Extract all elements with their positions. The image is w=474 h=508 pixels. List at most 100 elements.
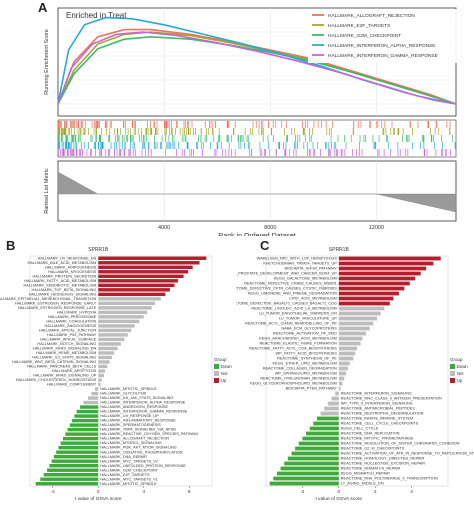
bar <box>338 331 367 336</box>
bar <box>88 396 99 400</box>
bar <box>338 371 347 376</box>
bar-label: REACTOME_DEFECTIVE_CRAB2_CAUSES_MSBD1 <box>244 282 337 286</box>
bar-label: HALLMARK_P53_PATHWAY <box>47 333 97 337</box>
legend-label-1: HALLMARK_E2F_TARGETS <box>328 23 390 29</box>
bar-label: WP_FATTY_ACID_BIOSYNTHESIS <box>276 352 338 356</box>
gsea-legend: HALLMARK_ALLOGRAFT_REJECTION HALLMARK_E2F… <box>308 9 460 63</box>
bar-label: BIOCARTA_IGF1R_PATHWAY <box>285 267 338 271</box>
bar-label: HALLMARK_CHOLESTEROL_HOMEOSTASIS <box>16 378 97 382</box>
bar-label: HALLMARK_KRAS_SIGNALING_UP <box>33 374 97 378</box>
legend-swatch <box>214 378 219 383</box>
bar-label: KEGG_LIMONENE_AND_PINENE_DEGRADATION <box>248 292 337 296</box>
bar-label: HALLMARK_UNFOLDED_PROTEIN_RESPONSE <box>100 464 186 468</box>
bar-label: HALLMARK_APICAL_JUNCTION <box>39 328 97 332</box>
bar <box>98 355 112 360</box>
hit-row-4 <box>57 149 451 156</box>
legend-label-4: HALLMARK_INTERFERON_GAMMA_RESPONSE <box>328 53 438 59</box>
bar <box>98 270 189 274</box>
bar <box>98 265 193 269</box>
bar <box>338 261 434 266</box>
bar-label: HALLMARK_ESTROGEN_RESPONSE_EARLY <box>15 301 97 305</box>
bar-label: HALLMARK_ANDROGEN_RESPONSE <box>100 405 168 409</box>
legend-label-0: HALLMARK_ALLOGRAFT_REJECTION <box>328 13 415 19</box>
bar <box>338 346 357 351</box>
bar-label: REACTOME_ANTIMICROBIAL_PEPTIDES <box>341 407 415 411</box>
bar-frame <box>265 255 449 487</box>
bar <box>338 271 421 276</box>
bar <box>309 426 339 431</box>
gsea-title: Enriched in Treat <box>66 11 127 20</box>
right-bar-chart-plot: SPRR1B WAKELSEN_NPC_WITH_LOF_HEMIZYGOUSKH… <box>236 247 474 502</box>
bar <box>67 427 99 432</box>
bar <box>280 466 339 471</box>
panel-label-c: C <box>260 238 270 253</box>
bar <box>338 321 374 326</box>
bar-label: REACTOME_NUCLEOTIDE_EXCISION_REPAIR <box>341 462 426 466</box>
bar <box>338 341 361 346</box>
x-tick-label: 4 <box>142 489 145 494</box>
bar-label: HALLMARK_APOPTOSIS <box>52 369 97 373</box>
bar <box>98 279 178 283</box>
bar <box>338 281 410 286</box>
bar-label: HALLMARK_G2M_CHECKPOINT <box>100 468 158 472</box>
legend-title: Group <box>450 357 463 362</box>
bar-label: HALLMARK_KRAS_SIGNALING_DN <box>33 347 97 351</box>
hit-row-1 <box>57 128 451 135</box>
bar <box>80 405 99 409</box>
bar <box>98 360 110 364</box>
bar <box>74 414 99 418</box>
bar-frame <box>29 255 213 487</box>
bar <box>98 297 161 301</box>
bar <box>338 326 370 331</box>
bar-label: HALLMARK_UV_RESPONSE_UP <box>100 414 159 418</box>
bar <box>72 418 99 423</box>
legend-label: Up <box>457 378 463 383</box>
gsea-plot: Enriched in Treat Running Enrichment Scor… <box>44 7 460 236</box>
bar <box>98 337 125 342</box>
bar <box>98 301 156 306</box>
bar-label: HALLMARK_MITOTIC_SPINDLE <box>100 482 157 486</box>
bar <box>69 423 99 427</box>
bar <box>338 296 394 301</box>
bar <box>98 328 132 333</box>
bar <box>338 336 363 341</box>
ranked-metric-area <box>57 171 457 213</box>
bar-label: REACTOME_ACTIVATION_OF_ATR_IN_RESPONSE_T… <box>341 452 474 456</box>
bar-label: KEGG_MISMATCH_REPAIR <box>341 472 390 476</box>
bar-label: REACTOME_INNATE_IMMUNE_SYSTEM <box>341 417 413 421</box>
x-tick-label: -2 <box>300 489 304 494</box>
bar <box>313 421 339 426</box>
x-tick-label: 0 <box>338 489 341 494</box>
legend-title: Group <box>214 357 227 362</box>
bar <box>98 373 104 378</box>
bar-label: HALLMARK_EPITHELIAL_MESENCHYMAL_TRANSITI… <box>0 297 96 301</box>
bar-label: REACTOME_LINOLEIC_ACID_LA_METABOLISM <box>251 307 337 311</box>
bar-label: HALLMARK_HEDGEHOG_SIGNALING <box>29 292 97 296</box>
bar <box>98 283 175 288</box>
bar <box>306 431 339 436</box>
bar <box>40 477 99 481</box>
bar-label: HALLMARK_PROTEIN_SECRETION <box>33 274 97 278</box>
bar <box>338 291 399 296</box>
bar <box>338 311 381 316</box>
rank-frame <box>57 160 457 222</box>
bar <box>98 310 148 315</box>
bar <box>320 411 339 416</box>
bar-label: HALLMARK_INTERFERON_ALPHA_RESPONSE <box>100 401 186 405</box>
bar <box>98 324 135 328</box>
bar-label: HALLMARK_COMPLEMENT <box>47 383 97 387</box>
bar <box>284 461 339 466</box>
legend-swatch <box>450 378 455 383</box>
bar <box>91 391 99 396</box>
bar-label: HALLMARK_IL6_JAK_STAT3_SIGNALING <box>100 396 173 400</box>
bar-x-axis-label: t value of GSVA score <box>316 496 363 502</box>
bar-label: HALLMARK_MITOTIC_SPINDLE <box>100 387 157 391</box>
bar <box>98 315 144 319</box>
bar-legend: Group Down Not Up <box>450 357 468 383</box>
bar <box>302 436 339 441</box>
panel-label-a: A <box>38 0 48 15</box>
bar <box>98 333 128 337</box>
bar-label: HALLMARK_TGF_BETA_SIGNALING <box>32 288 97 292</box>
bar-label: HALLMARK_IL2_STAT5_SIGNALING <box>32 356 96 360</box>
legend-label: Not <box>457 371 464 376</box>
